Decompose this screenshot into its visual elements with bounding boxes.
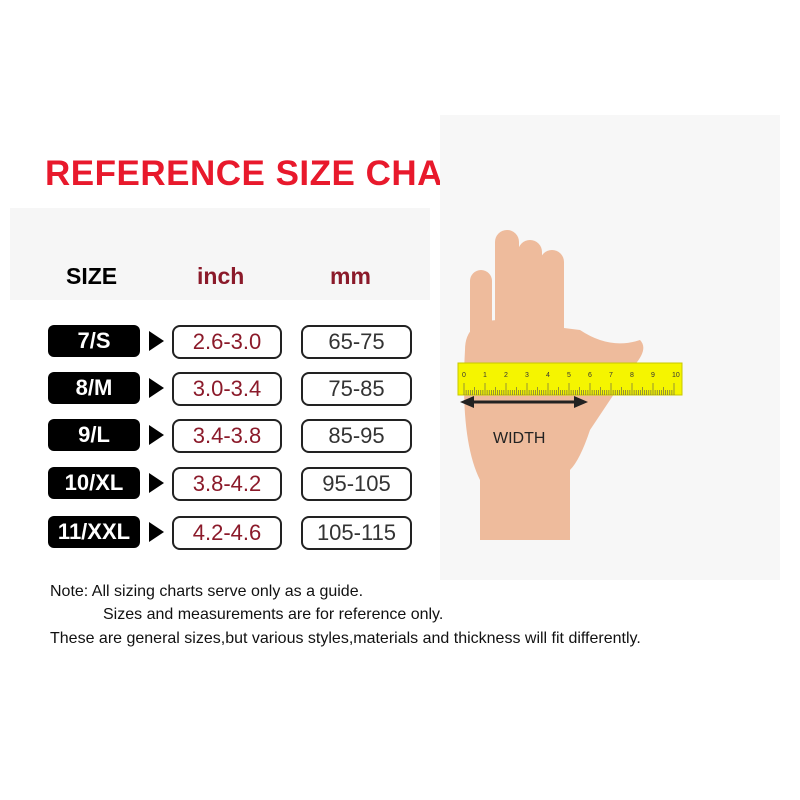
inch-value: 3.0-3.4 [172, 372, 282, 406]
header-mm: mm [330, 263, 371, 289]
ruler-tick-label: 2 [504, 372, 508, 379]
mm-value: 85-95 [301, 419, 412, 453]
ruler-tick-label: 6 [588, 372, 592, 379]
inch-value: 3.8-4.2 [172, 467, 282, 501]
note-line-1: Note: All sizing charts serve only as a … [50, 583, 364, 600]
ruler-tick-label: 1 [483, 372, 487, 379]
width-label: WIDTH [493, 430, 545, 447]
ruler-tick-label: 10 [672, 372, 680, 379]
triangle-arrow-icon [149, 425, 164, 445]
mm-value: 105-115 [301, 516, 412, 550]
inch-value: 2.6-3.0 [172, 325, 282, 359]
arrow-right-icon [574, 396, 588, 408]
triangle-arrow-icon [149, 473, 164, 493]
ruler-tick-label: 4 [546, 372, 550, 379]
arrow-left-icon [460, 396, 474, 408]
page-title: REFERENCE SIZE CHART [45, 154, 491, 193]
mm-value: 95-105 [301, 467, 412, 501]
inch-value: 4.2-4.6 [172, 516, 282, 550]
triangle-arrow-icon [149, 331, 164, 351]
mm-value: 75-85 [301, 372, 412, 406]
size-label: 8/M [48, 372, 140, 404]
size-label: 9/L [48, 419, 140, 451]
header-band [10, 208, 430, 300]
inch-value: 3.4-3.8 [172, 419, 282, 453]
triangle-arrow-icon [149, 522, 164, 542]
header-size: SIZE [66, 263, 118, 289]
header-inch: inch [197, 263, 245, 289]
note-line-3: These are general sizes,but various styl… [50, 630, 641, 647]
mm-value: 65-75 [301, 325, 412, 359]
ruler-tick-label: 5 [567, 372, 571, 379]
note-line-2: Sizes and measurements are for reference… [103, 606, 444, 623]
ruler-tick-label: 8 [630, 372, 634, 379]
size-label: 7/S [48, 325, 140, 357]
ruler-tick-label: 0 [462, 372, 466, 379]
triangle-arrow-icon [149, 378, 164, 398]
size-label: 11/XXL [48, 516, 140, 548]
ruler-tick-label: 9 [651, 372, 655, 379]
ruler-tick-label: 3 [525, 372, 529, 379]
ruler: 0 1 2 3 4 5 6 7 8 9 10 [457, 362, 683, 396]
ruler-tick-label: 7 [609, 372, 613, 379]
size-label: 10/XL [48, 467, 140, 499]
hand-illustration: 0 1 2 3 4 5 6 7 8 9 10 WIDTH [457, 230, 683, 540]
